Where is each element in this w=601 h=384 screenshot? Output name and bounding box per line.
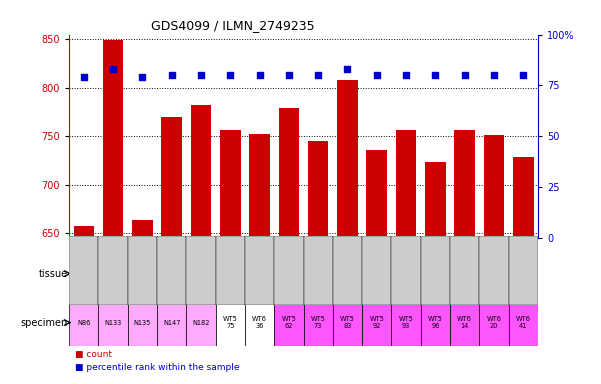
Text: N133: N133 xyxy=(105,319,121,326)
Text: primary mammary tumor: primary mammary tumor xyxy=(85,269,200,278)
Text: WT5
75: WT5 75 xyxy=(223,316,238,329)
Point xyxy=(79,74,88,80)
Bar xyxy=(308,141,328,238)
Bar xyxy=(216,248,274,300)
Bar xyxy=(450,300,480,346)
Point xyxy=(225,72,235,78)
Bar xyxy=(362,300,391,346)
Text: N135: N135 xyxy=(133,319,151,326)
Text: ■ count: ■ count xyxy=(75,350,112,359)
Bar xyxy=(337,80,358,238)
Point xyxy=(313,72,323,78)
Point xyxy=(284,72,294,78)
Point xyxy=(138,74,147,80)
Bar xyxy=(249,134,270,238)
Text: specimen: specimen xyxy=(20,318,68,328)
Text: WT5
62: WT5 62 xyxy=(281,316,296,329)
Bar xyxy=(132,220,153,238)
Text: WT5
92: WT5 92 xyxy=(369,316,384,329)
Bar xyxy=(128,300,157,346)
Bar xyxy=(274,300,304,346)
Bar xyxy=(99,300,127,346)
Point xyxy=(343,66,352,72)
Text: N86: N86 xyxy=(77,319,91,326)
Bar xyxy=(99,236,127,305)
Bar xyxy=(186,236,216,305)
Bar xyxy=(69,248,216,300)
Text: WT5
73: WT5 73 xyxy=(311,316,326,329)
Point xyxy=(196,72,206,78)
Bar xyxy=(216,300,245,346)
Bar xyxy=(480,300,508,346)
Bar xyxy=(245,236,274,305)
Bar xyxy=(279,108,299,238)
Text: WT5
83: WT5 83 xyxy=(340,316,355,329)
Bar xyxy=(274,236,304,305)
Bar xyxy=(162,117,182,238)
Text: secondary
mammary tum
or, lin- derived: secondary mammary tum or, lin- derived xyxy=(219,263,271,284)
Point xyxy=(372,72,382,78)
Bar xyxy=(454,129,475,238)
Bar xyxy=(367,150,387,238)
Text: N182: N182 xyxy=(192,319,210,326)
Bar xyxy=(274,248,538,300)
Bar xyxy=(69,300,99,346)
Bar xyxy=(396,129,416,238)
Bar xyxy=(191,105,211,238)
Bar xyxy=(186,300,216,346)
Text: WT5
93: WT5 93 xyxy=(398,316,413,329)
Text: ■ percentile rank within the sample: ■ percentile rank within the sample xyxy=(75,364,240,372)
Bar xyxy=(508,236,538,305)
Bar xyxy=(391,300,421,346)
Text: WT6
36: WT6 36 xyxy=(252,316,267,329)
Bar xyxy=(508,300,538,346)
Bar xyxy=(157,300,186,346)
Bar xyxy=(245,300,274,346)
Bar xyxy=(103,40,123,238)
Point xyxy=(401,72,411,78)
Text: WT5
96: WT5 96 xyxy=(428,316,443,329)
Bar xyxy=(450,236,480,305)
Point xyxy=(519,72,528,78)
Bar xyxy=(513,157,534,238)
Point xyxy=(430,72,440,78)
Bar xyxy=(73,227,94,238)
Point xyxy=(108,66,118,72)
Bar xyxy=(333,236,362,305)
Bar xyxy=(220,129,240,238)
Bar xyxy=(69,236,99,305)
Point xyxy=(167,72,177,78)
Text: WT6
41: WT6 41 xyxy=(516,316,531,329)
Bar xyxy=(425,162,445,238)
Bar xyxy=(304,236,333,305)
Text: WT6
20: WT6 20 xyxy=(486,316,501,329)
Title: GDS4099 / ILMN_2749235: GDS4099 / ILMN_2749235 xyxy=(151,19,315,32)
Bar xyxy=(304,300,333,346)
Text: N147: N147 xyxy=(163,319,180,326)
Text: WT6
14: WT6 14 xyxy=(457,316,472,329)
Bar xyxy=(391,236,421,305)
Bar xyxy=(421,300,450,346)
Point xyxy=(460,72,469,78)
Bar xyxy=(421,236,450,305)
Bar xyxy=(128,236,157,305)
Bar xyxy=(157,236,186,305)
Bar xyxy=(484,135,504,238)
Point xyxy=(255,72,264,78)
Text: secondary mammary tumor, TIC derived: secondary mammary tumor, TIC derived xyxy=(314,269,498,278)
Point xyxy=(489,72,499,78)
Bar xyxy=(333,300,362,346)
Text: tissue: tissue xyxy=(38,268,68,279)
Bar xyxy=(362,236,391,305)
Bar xyxy=(216,236,245,305)
Bar xyxy=(480,236,508,305)
